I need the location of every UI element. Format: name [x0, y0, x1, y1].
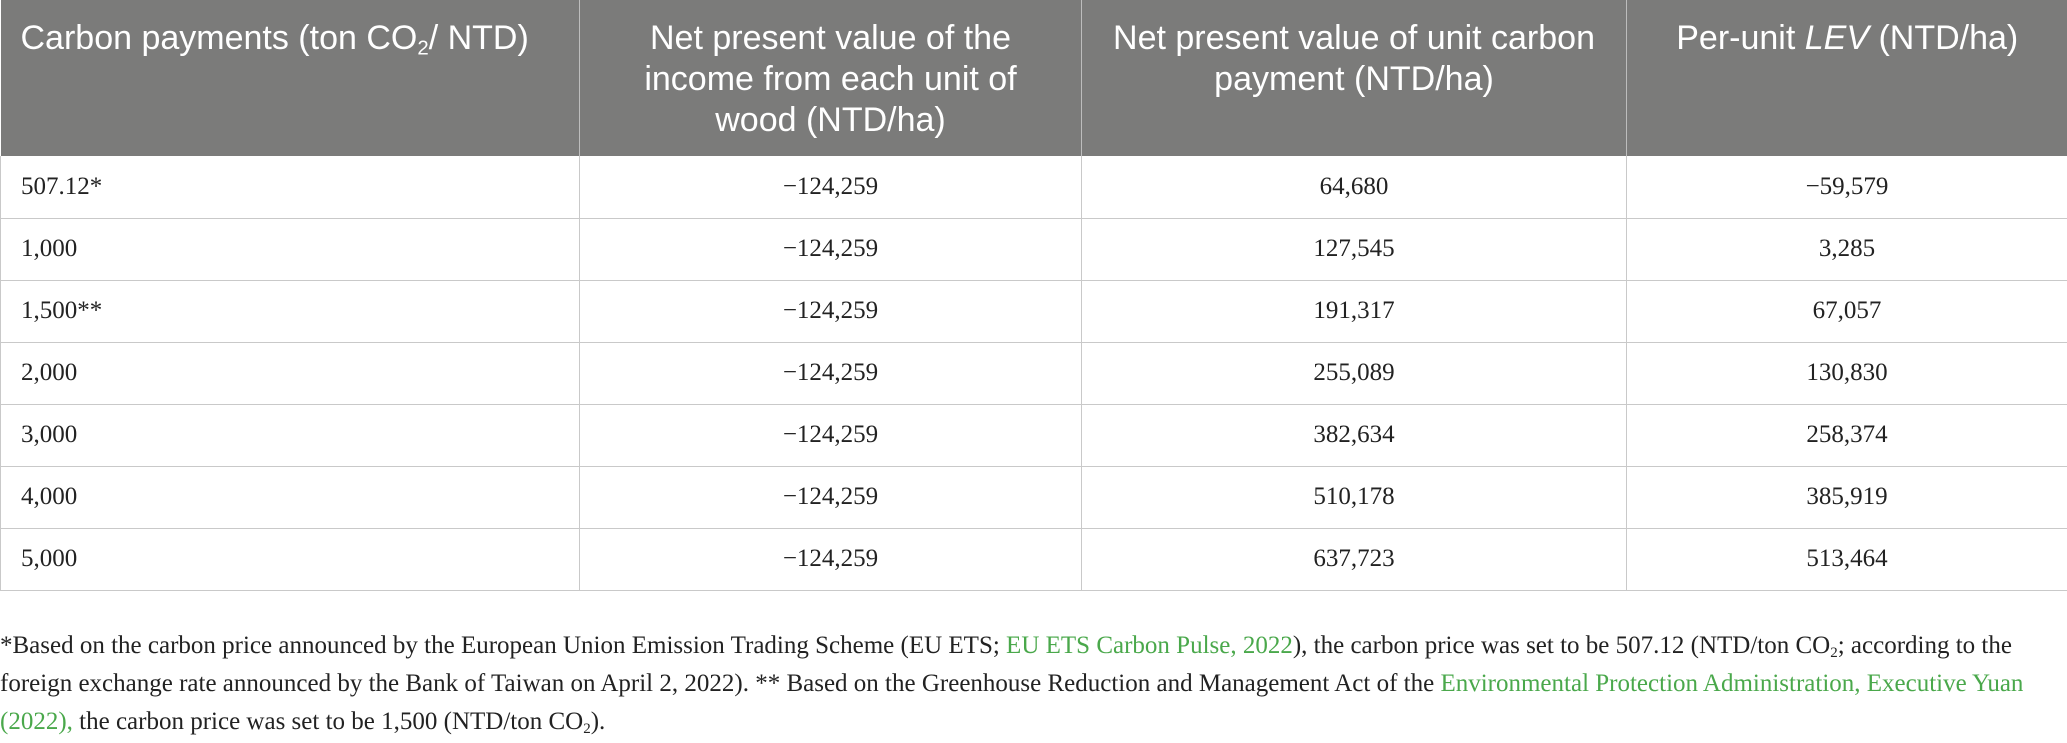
cell-npv-carbon: 637,723	[1081, 528, 1627, 591]
cell-npv-wood: −124,259	[579, 218, 1082, 281]
citation-link-epa[interactable]: Environmental Protection Administration,…	[0, 670, 2024, 735]
cell-per-unit-lev: 258,374	[1626, 404, 2067, 467]
cell-per-unit-lev: 67,057	[1626, 280, 2067, 343]
cell-npv-wood: −124,259	[579, 466, 1082, 529]
table-row: 2,000 −124,259 255,089 130,830	[0, 342, 2067, 405]
cell-carbon-payment: 3,000	[0, 404, 580, 467]
cell-npv-carbon: 382,634	[1081, 404, 1627, 467]
table-row: 1,000 −124,259 127,545 3,285	[0, 218, 2067, 281]
table-footnote: *Based on the carbon price announced by …	[0, 627, 2067, 741]
cell-npv-wood: −124,259	[579, 156, 1082, 219]
cell-per-unit-lev: −59,579	[1626, 156, 2067, 219]
cell-carbon-payment: 4,000	[0, 466, 580, 529]
cell-carbon-payment: 507.12*	[0, 156, 580, 219]
cell-npv-carbon: 510,178	[1081, 466, 1627, 529]
cell-carbon-payment: 1,000	[0, 218, 580, 281]
cell-carbon-payment: 1,500**	[0, 280, 580, 343]
cell-npv-carbon: 64,680	[1081, 156, 1627, 219]
cell-carbon-payment: 2,000	[0, 342, 580, 405]
table-row: 507.12* −124,259 64,680 −59,579	[0, 156, 2067, 219]
cell-npv-wood: −124,259	[579, 280, 1082, 343]
cell-per-unit-lev: 130,830	[1626, 342, 2067, 405]
header-row: Carbon payments (ton CO2/ NTD) Net prese…	[0, 0, 2067, 156]
cell-npv-wood: −124,259	[579, 342, 1082, 405]
table-row: 3,000 −124,259 382,634 258,374	[0, 404, 2067, 467]
cell-carbon-payment: 5,000	[0, 528, 580, 591]
cell-per-unit-lev: 3,285	[1626, 218, 2067, 281]
cell-per-unit-lev: 513,464	[1626, 528, 2067, 591]
data-table: Carbon payments (ton CO2/ NTD) Net prese…	[0, 0, 2067, 591]
cell-npv-carbon: 255,089	[1081, 342, 1627, 405]
citation-link-eu-ets[interactable]: EU ETS Carbon Pulse, 2022	[1006, 632, 1293, 659]
cell-npv-wood: −124,259	[579, 528, 1082, 591]
table-row: 1,500** −124,259 191,317 67,057	[0, 280, 2067, 343]
cell-npv-wood: −124,259	[579, 404, 1082, 467]
table-row: 5,000 −124,259 637,723 513,464	[0, 528, 2067, 591]
header-npv-wood: Net present value of the income from eac…	[579, 0, 1082, 156]
table-row: 4,000 −124,259 510,178 385,919	[0, 466, 2067, 529]
header-npv-carbon: Net present value of unit carbon payment…	[1081, 0, 1627, 156]
cell-npv-carbon: 191,317	[1081, 280, 1627, 343]
header-carbon-payments: Carbon payments (ton CO2/ NTD)	[0, 0, 580, 156]
cell-per-unit-lev: 385,919	[1626, 466, 2067, 529]
cell-npv-carbon: 127,545	[1081, 218, 1627, 281]
footnote-text: *Based on the carbon price announced by …	[0, 632, 2024, 738]
header-per-unit-lev: Per-unit LEV (NTD/ha)	[1626, 0, 2067, 156]
